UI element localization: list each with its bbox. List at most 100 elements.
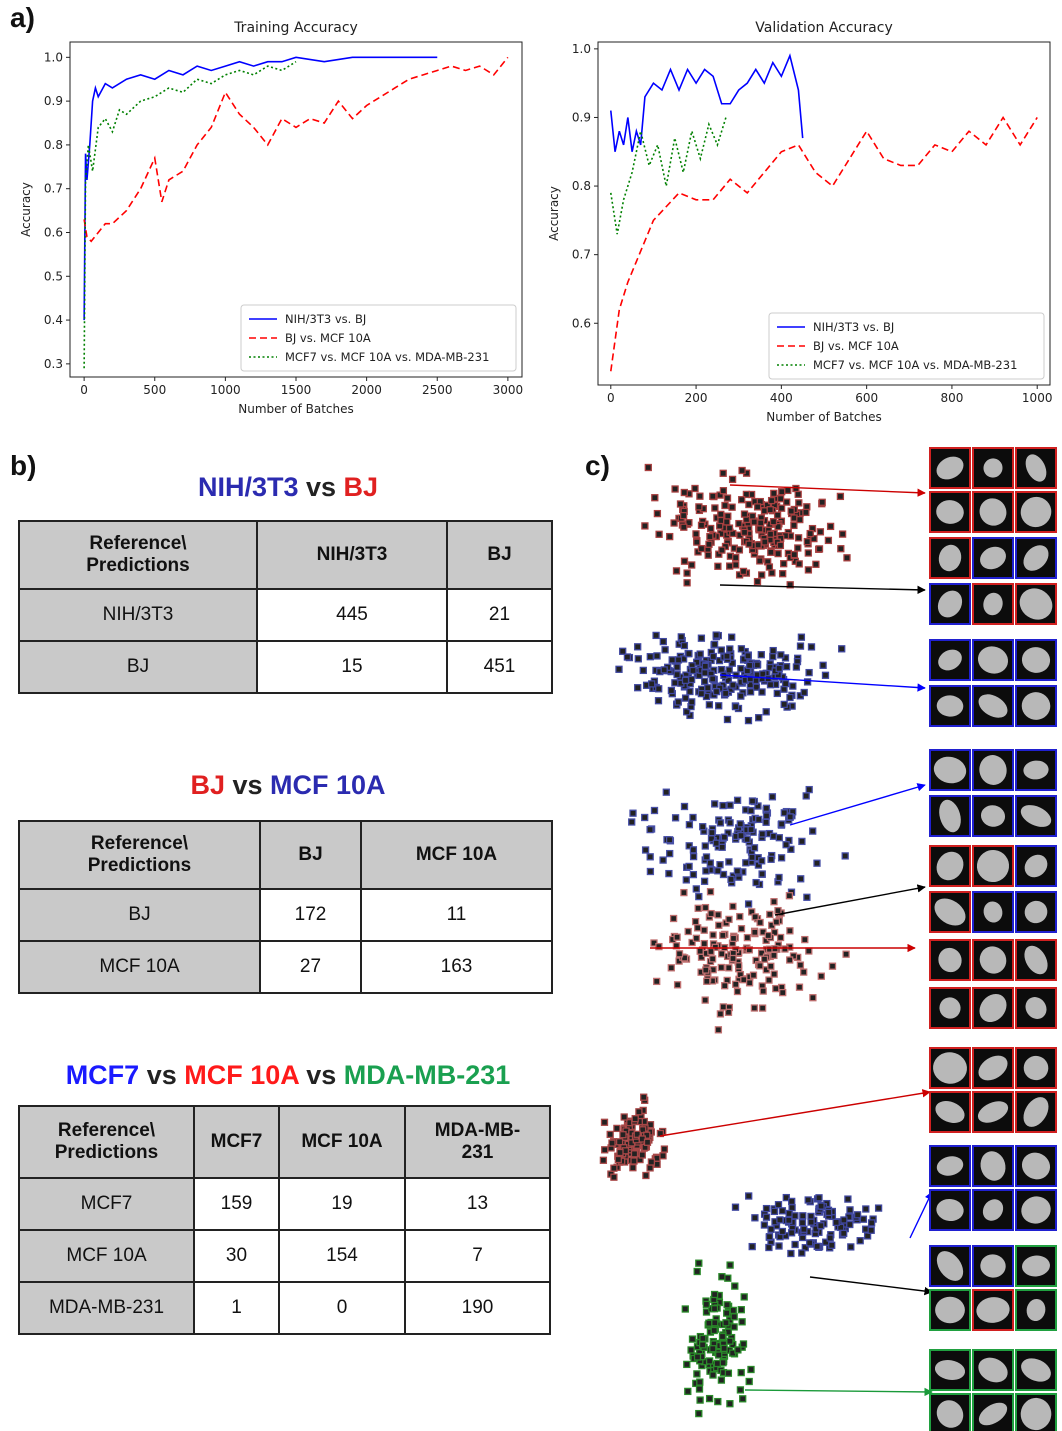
cell-nucleus: [938, 947, 962, 973]
cell-nucleus: [976, 849, 1010, 883]
embedding-point: [815, 1194, 823, 1202]
embedding-point: [780, 809, 788, 817]
embedding-point: [800, 1225, 808, 1233]
embedding-point: [696, 492, 704, 500]
cell-nucleus: [979, 498, 1007, 526]
embedding-point: [685, 649, 693, 658]
embedding-point: [730, 1313, 738, 1321]
embedding-point: [840, 1216, 848, 1224]
embedding-point: [726, 562, 734, 570]
embedding-point: [758, 830, 766, 838]
embedding-point: [732, 980, 740, 988]
embedding-point: [700, 877, 709, 885]
embedding-point: [719, 487, 728, 495]
embedding-point: [777, 651, 785, 659]
embedding-point: [717, 510, 725, 519]
embedding-point: [684, 927, 692, 936]
legend-label: NIH/3T3 vs. BJ: [813, 320, 894, 334]
embedding-point: [790, 550, 798, 559]
embedding-point: [733, 796, 742, 804]
legend-label: BJ vs. MCF 10A: [813, 339, 899, 353]
embedding-point: [714, 911, 722, 919]
point-cloud: [681, 1259, 755, 1418]
embedding-point: [862, 1205, 870, 1213]
embedding-point: [867, 1219, 876, 1227]
table-cell: 451: [446, 640, 553, 694]
embedding-point: [795, 560, 803, 568]
embedding-point: [633, 1130, 641, 1138]
embedding-point: [806, 1239, 814, 1247]
embedding-point: [680, 557, 689, 565]
y-tick-label: 0.9: [44, 94, 63, 108]
embedding-point: [735, 546, 744, 554]
embedding-point: [695, 1385, 704, 1393]
embedding-point: [874, 1204, 883, 1212]
embedding-point: [729, 1306, 737, 1315]
y-tick-label: 0.7: [44, 182, 63, 196]
arrow: [789, 783, 926, 826]
embedding-point: [726, 801, 734, 809]
embedding-point: [758, 1004, 767, 1012]
embedding-point: [745, 1192, 753, 1200]
table-row: MDA-MB-231 1 0 190: [18, 1281, 551, 1335]
table-cell: 7: [404, 1229, 551, 1283]
x-tick-label: 2000: [351, 383, 382, 397]
embedding-point: [804, 1196, 812, 1204]
embedding-point: [705, 1357, 714, 1365]
table-cell: 163: [360, 940, 553, 994]
row-header: NIH/3T3: [18, 588, 258, 642]
embedding-point: [776, 541, 785, 550]
column-header: Reference\ Predictions: [18, 520, 258, 590]
embedding-point: [695, 892, 703, 901]
embedding-point: [804, 566, 813, 574]
embedding-point: [726, 1400, 734, 1408]
embedding-point: [846, 1206, 854, 1214]
cell-nucleus: [938, 649, 962, 671]
cell-nucleus: [934, 898, 966, 926]
embedding-point: [760, 1221, 769, 1229]
data-line: [609, 53, 804, 152]
embedding-point: [615, 1138, 624, 1146]
embedding-point: [796, 961, 805, 969]
embedding-point: [758, 571, 766, 579]
embedding-point: [646, 825, 654, 834]
embedding-point: [641, 522, 649, 530]
embedding-point: [730, 1323, 738, 1331]
embedding-point: [606, 1130, 614, 1139]
embedding-point: [828, 1241, 836, 1249]
embedding-point: [767, 855, 775, 863]
embedding-point: [817, 972, 825, 980]
embedding-point: [718, 950, 726, 958]
y-tick-label: 0.8: [44, 138, 63, 152]
embedding-point: [615, 665, 623, 673]
embedding-point: [798, 1249, 806, 1257]
embedding-point: [721, 501, 729, 510]
embedding-point: [610, 1173, 618, 1181]
embedding-point: [662, 788, 670, 796]
embedding-point: [747, 806, 755, 815]
embedding-point: [639, 666, 647, 675]
embedding-point: [743, 933, 752, 942]
embedding-point: [778, 488, 786, 496]
cell-nucleus: [1023, 1097, 1049, 1127]
embedding-point: [708, 828, 716, 837]
panel-label: a): [10, 2, 35, 33]
embedding-point: [701, 669, 709, 677]
embedding-point: [840, 1229, 848, 1238]
embedding-point: [704, 551, 712, 559]
embedding-point: [714, 867, 722, 875]
embedding-point: [725, 964, 733, 972]
cell-nucleus: [983, 901, 1003, 923]
embedding-point: [724, 1008, 733, 1016]
embedding-point: [635, 1108, 643, 1116]
embedding-point: [614, 1155, 622, 1164]
table-cell: 172: [259, 888, 362, 942]
y-tick-label: 0.8: [572, 179, 591, 193]
embedding-point: [762, 818, 770, 826]
embedding-point: [750, 844, 759, 852]
y-tick-label: 0.9: [572, 110, 591, 124]
embedding-point: [780, 560, 788, 568]
embedding-point: [613, 1124, 621, 1133]
x-tick-label: 400: [770, 391, 793, 405]
embedding-point: [718, 1332, 727, 1341]
